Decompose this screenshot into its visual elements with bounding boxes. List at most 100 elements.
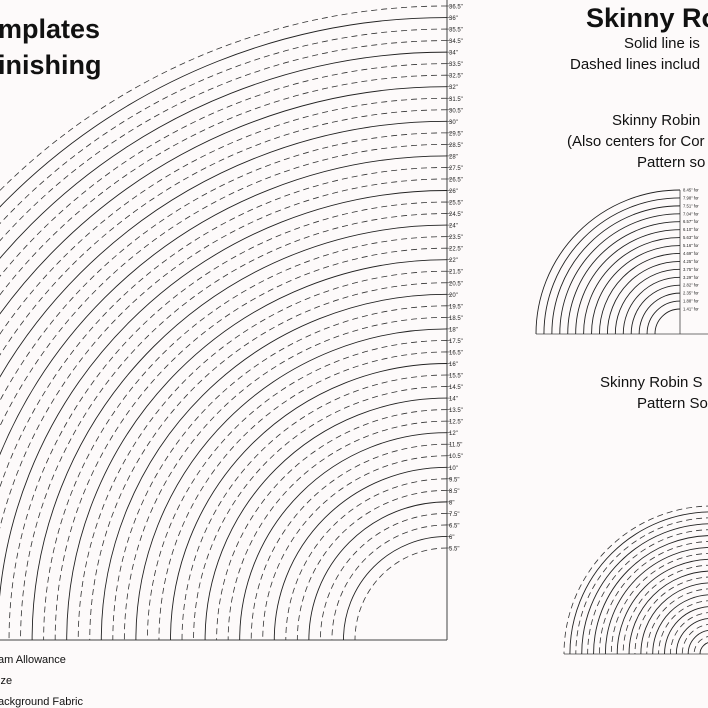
seam-allowance-arc	[0, 5, 448, 191]
section1-arc	[543, 197, 681, 335]
size-label: 18"	[449, 327, 458, 333]
size-label: 17.5"	[449, 339, 463, 345]
finished-size-arc	[170, 363, 448, 641]
seam-allowance-arc	[0, 40, 448, 242]
section1-arc	[599, 253, 681, 335]
section1-arc	[591, 245, 681, 335]
section2-finished-arc	[675, 618, 708, 655]
seam-allowance-arc	[262, 455, 448, 641]
size-label: 23.5"	[449, 235, 463, 241]
size-label: 24.5"	[449, 212, 463, 218]
section1-size-label: 2.82" for	[683, 283, 699, 288]
seam-allowance-arc	[158, 351, 448, 641]
section1-size-label: 4.69" for	[683, 251, 699, 256]
seam-allowance-arc	[8, 201, 448, 641]
size-label: 14.5"	[449, 385, 463, 391]
section2-seam-arc	[646, 588, 708, 655]
size-label: 6"	[449, 535, 454, 541]
size-label: 36.5"	[449, 5, 463, 11]
section1-size-label: 3.29" for	[683, 275, 699, 280]
section2-finished-arc	[581, 523, 708, 655]
size-label: 31.5"	[449, 97, 463, 103]
legend-item-size: ize	[0, 675, 13, 687]
section1-size-label: 7.51" for	[683, 203, 699, 208]
section1-arc	[606, 260, 681, 335]
size-label: 12.5"	[449, 420, 463, 426]
section2-finished-arc	[652, 594, 708, 655]
section1-arc	[575, 229, 681, 335]
seam-allowance-arc	[123, 316, 448, 641]
seam-allowance-arc	[0, 109, 448, 356]
section2-seam-arc	[658, 600, 708, 655]
section1-size-label: 1.41" for	[683, 307, 699, 312]
size-label: 20.5"	[449, 281, 463, 287]
section1-arc	[646, 300, 681, 335]
size-label: 34"	[449, 51, 458, 57]
legend-item-background-fabric: ackground Fabric	[0, 696, 83, 708]
section1-size-label: 8.45" for	[683, 188, 699, 193]
section1-arc	[535, 189, 681, 335]
seam-allowance-arc	[331, 524, 448, 641]
seam-allowance-arc	[0, 167, 448, 489]
finished-size-arc	[0, 190, 448, 599]
seam-allowance-arc	[147, 340, 448, 641]
finished-size-arc	[308, 501, 448, 641]
section2-seam-arc	[693, 636, 708, 655]
seam-allowance-arc	[354, 547, 448, 641]
seam-allowance-arc	[250, 443, 448, 641]
section2-seam-arc	[587, 529, 708, 655]
size-label: 30.5"	[449, 108, 463, 114]
section2-heading-line-1: Skinny Robin S	[600, 374, 703, 391]
section1-size-label: 6.10" for	[683, 227, 699, 232]
size-label: 35.5"	[449, 28, 463, 34]
seam-allowance-arc	[320, 513, 448, 641]
finished-size-arc	[0, 51, 448, 259]
size-label: 10"	[449, 466, 458, 472]
section1-size-label: 5.16" for	[683, 243, 699, 248]
size-label: 8"	[449, 500, 454, 506]
section1-size-label: 2.35" for	[683, 291, 699, 296]
seam-allowance-arc	[227, 420, 448, 641]
finished-size-arc	[239, 432, 448, 641]
section2-finished-arc	[699, 642, 708, 655]
right-title: Skinny Ro	[586, 3, 708, 33]
size-label: 20"	[449, 293, 458, 299]
finished-size-arc	[0, 155, 448, 456]
section2-seam-arc	[610, 553, 708, 655]
seam-allowance-arc	[0, 97, 448, 335]
seam-allowance-arc	[43, 236, 448, 641]
right-subtitle-line-1: Solid line is	[624, 35, 700, 52]
size-label: 21.5"	[449, 270, 463, 276]
size-label: 11.5"	[449, 443, 462, 449]
seam-allowance-arc	[89, 282, 448, 641]
section2-seam-arc	[622, 564, 708, 655]
size-label: 10.5"	[449, 454, 463, 460]
section2-finished-arc	[616, 558, 708, 655]
size-label: 34.5"	[449, 39, 463, 45]
size-label: 22.5"	[449, 247, 463, 253]
left-title-line-1: mplates	[0, 14, 101, 44]
seam-allowance-arc	[193, 386, 448, 641]
seam-allowance-arc	[0, 178, 448, 530]
finished-size-arc	[0, 120, 448, 378]
seam-allowance-arc	[0, 63, 448, 277]
seam-allowance-arc	[54, 247, 448, 641]
seam-allowance-arc	[216, 409, 448, 641]
seam-allowance-arc	[0, 132, 448, 402]
size-label: 7.5"	[449, 512, 459, 518]
size-label: 28.5"	[449, 143, 463, 149]
size-label: 36"	[449, 16, 458, 22]
section2-finished-arc	[664, 606, 708, 655]
seam-allowance-arc	[0, 74, 448, 296]
legend-item-seam-allowance: am Allowance	[0, 654, 66, 666]
size-label: 25.5"	[449, 201, 463, 207]
size-label: 33.5"	[449, 62, 463, 68]
size-label: 22"	[449, 258, 458, 264]
size-label: 9.5"	[449, 477, 459, 483]
section2-seam-arc	[670, 612, 708, 655]
section1-arc	[567, 221, 681, 335]
section2-finished-arc	[569, 511, 708, 655]
seam-allowance-arc	[0, 143, 448, 427]
section2-finished-arc	[687, 630, 708, 655]
finished-size-arc	[0, 86, 448, 315]
